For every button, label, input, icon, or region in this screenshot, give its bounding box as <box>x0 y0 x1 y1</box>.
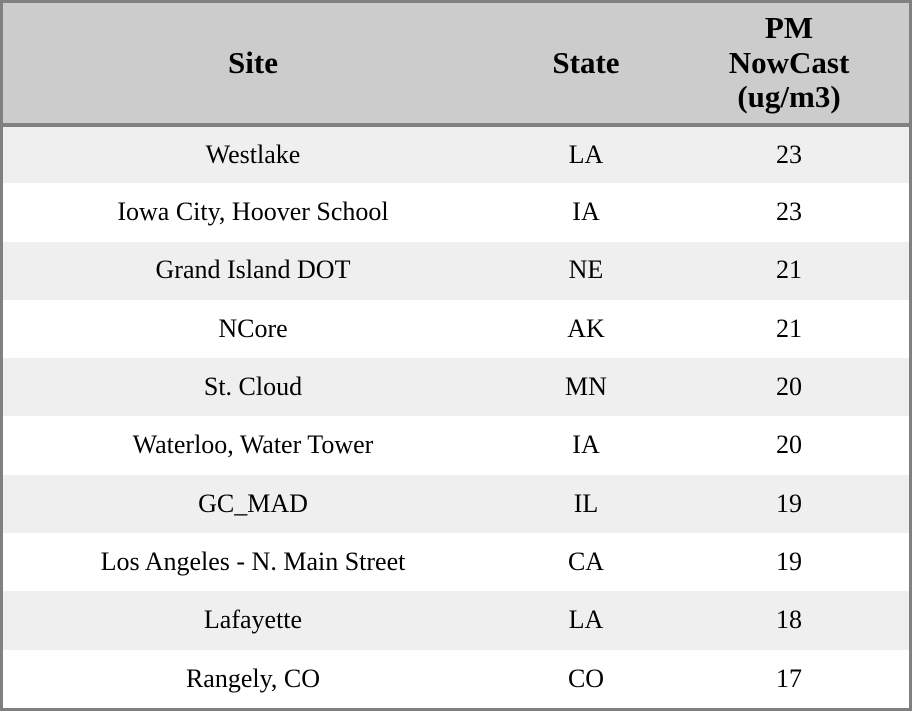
cell-pm-nowcast: 20 <box>776 372 802 402</box>
table-header: Site State PM NowCast (ug/m3) <box>3 3 909 127</box>
column-header-state[interactable]: State <box>503 3 669 127</box>
cell-state: LA <box>568 139 604 169</box>
table-body: Westlake LA 23 Iowa City, Hoover School … <box>3 125 909 708</box>
cell-pm-nowcast: 19 <box>776 488 802 518</box>
column-header-site[interactable]: Site <box>3 3 503 127</box>
cell-site: Waterloo, Water Tower <box>132 430 374 460</box>
cell-pm-nowcast: 17 <box>776 663 802 693</box>
cell-state: AK <box>567 313 605 343</box>
table-row: St. Cloud MN 20 <box>3 358 909 417</box>
cell-state: NE <box>568 255 604 285</box>
cell-pm-nowcast: 18 <box>776 605 802 635</box>
table-row: Lafayette LA 18 <box>3 591 909 650</box>
cell-state: IL <box>573 488 599 518</box>
cell-site: Westlake <box>205 139 301 169</box>
cell-state: IA <box>572 197 600 227</box>
cell-site: GC_MAD <box>198 488 308 518</box>
table-row: Rangely, CO CO 17 <box>3 649 909 708</box>
cell-site: Lafayette <box>203 605 303 635</box>
cell-site: Los Angeles - N. Main Street <box>100 546 406 576</box>
cell-pm-nowcast: 21 <box>776 255 802 285</box>
column-header-pm-nowcast[interactable]: PM NowCast (ug/m3) <box>669 3 909 127</box>
cell-state: CA <box>567 546 605 576</box>
cell-pm-nowcast: 20 <box>776 430 802 460</box>
cell-pm-nowcast: 19 <box>776 546 802 576</box>
cell-state: CO <box>567 663 605 693</box>
cell-site: St. Cloud <box>203 372 303 402</box>
cell-pm-nowcast: 21 <box>776 313 802 343</box>
cell-site: NCore <box>218 313 288 343</box>
cell-state: LA <box>568 605 604 635</box>
cell-state: IA <box>572 430 600 460</box>
table-row: NCore AK 21 <box>3 299 909 359</box>
cell-site: Rangely, CO <box>185 663 321 693</box>
table-row: Waterloo, Water Tower IA 20 <box>3 416 909 475</box>
table-row: Los Angeles - N. Main Street CA 19 <box>3 533 909 592</box>
table-row: Westlake LA 23 <box>3 125 909 184</box>
cell-state: MN <box>565 372 607 402</box>
table-row: Iowa City, Hoover School IA 23 <box>3 183 909 242</box>
cell-pm-nowcast: 23 <box>776 139 802 169</box>
cell-site: Grand Island DOT <box>155 255 351 285</box>
table-header-row: Site State PM NowCast (ug/m3) <box>3 3 909 127</box>
air-quality-table: Site State PM NowCast (ug/m3) Westlake L… <box>3 3 909 708</box>
cell-pm-nowcast: 23 <box>776 197 802 227</box>
cell-site: Iowa City, Hoover School <box>117 197 389 227</box>
table-row: Grand Island DOT NE 21 <box>3 241 909 300</box>
table-row: GC_MAD IL 19 <box>3 474 909 534</box>
